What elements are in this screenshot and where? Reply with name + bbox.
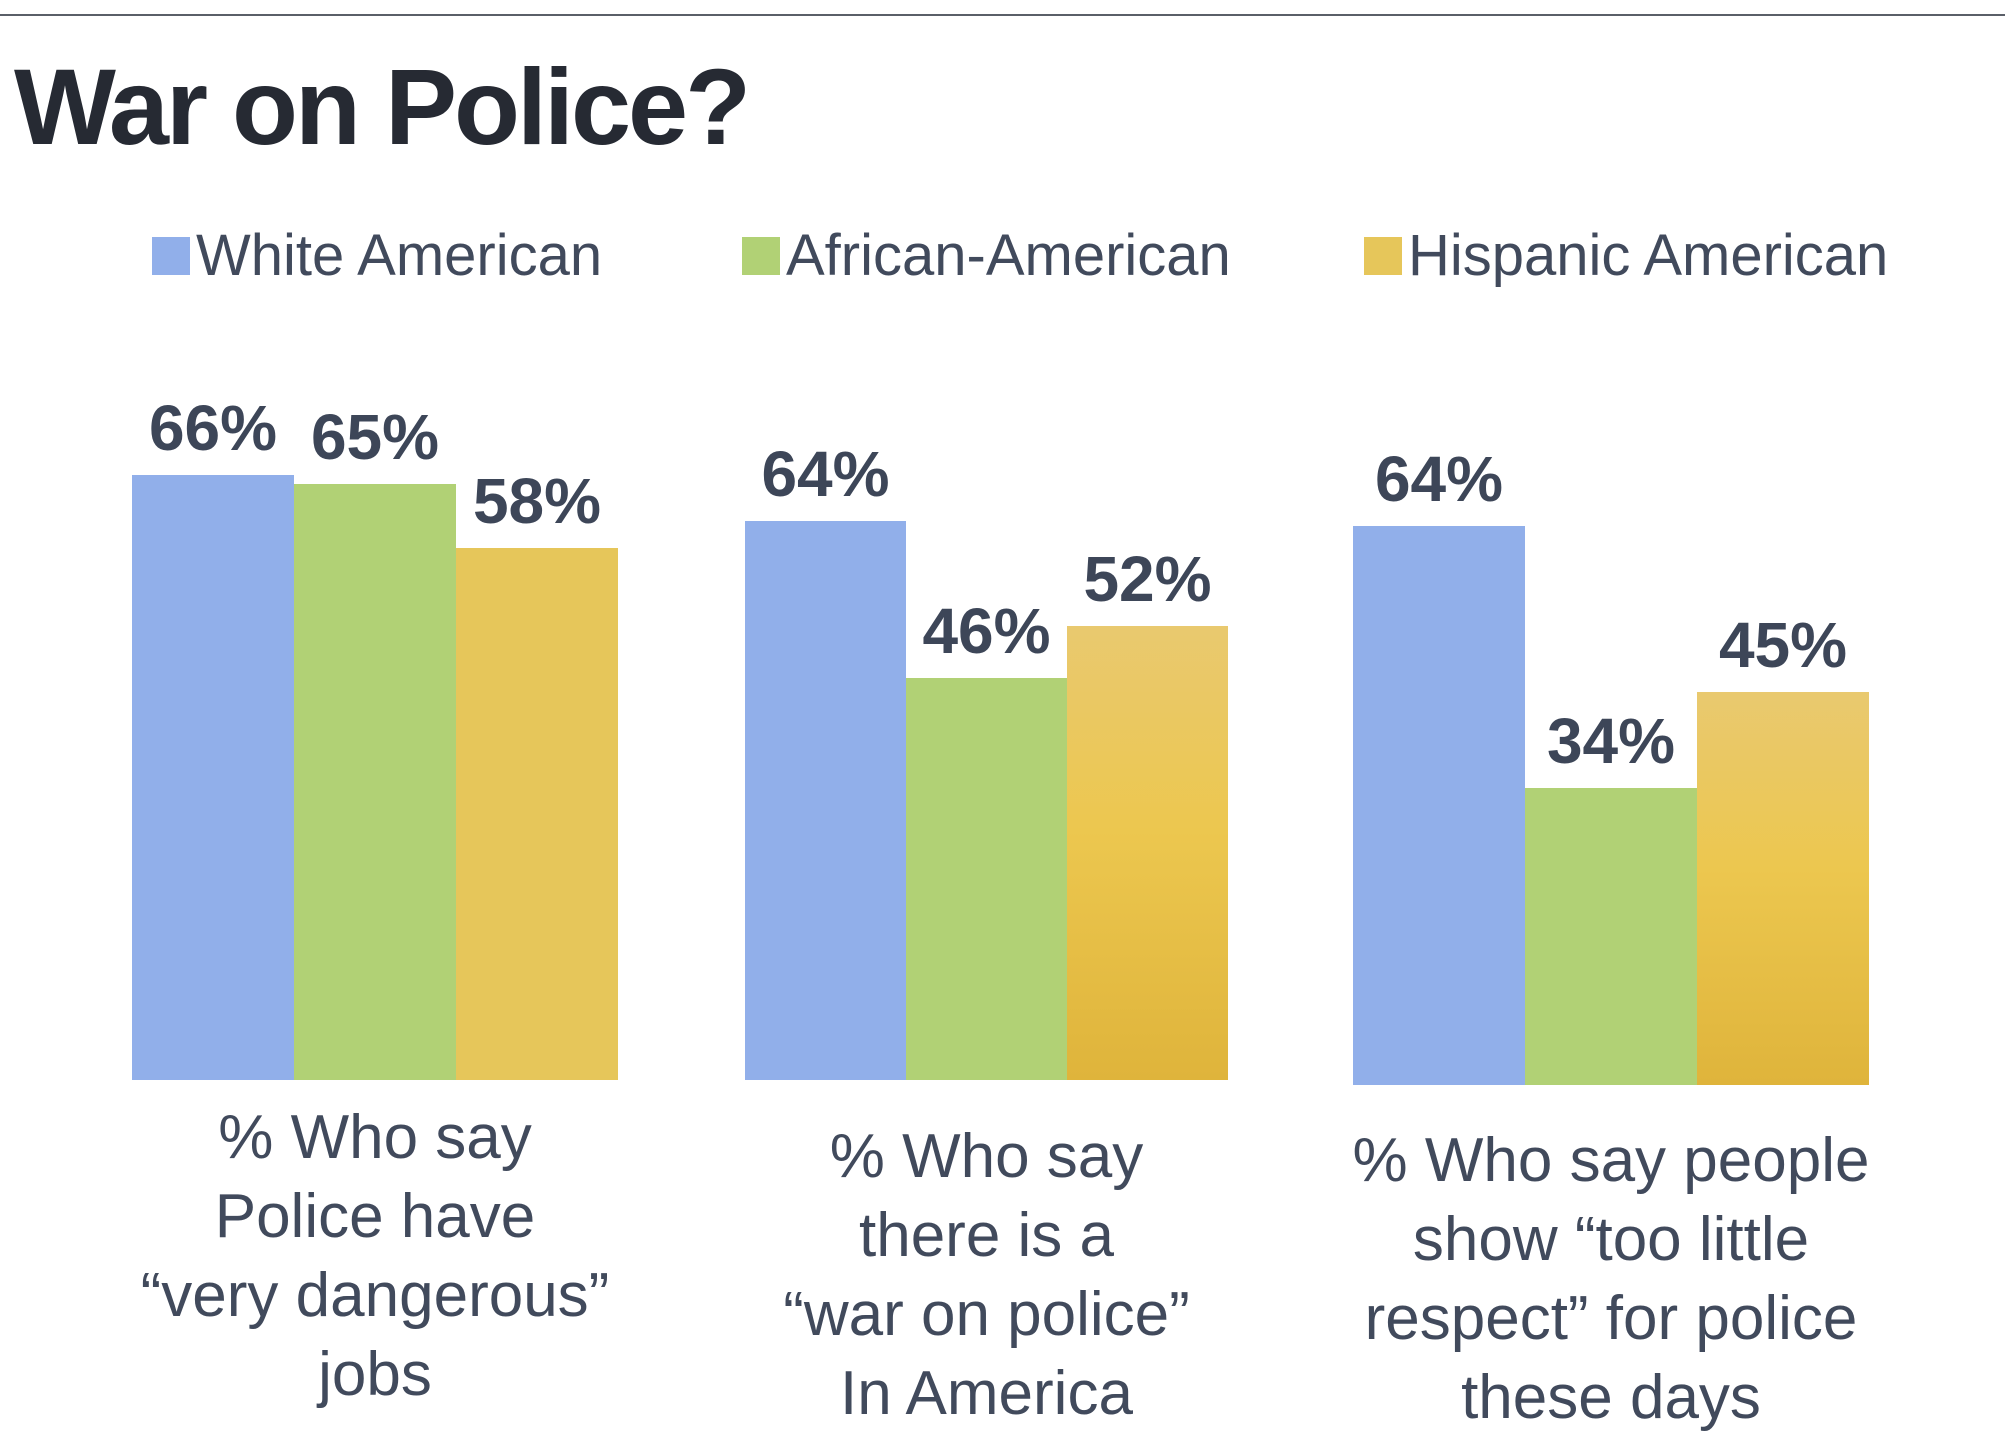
category-label: % Who say people show “too little respect”…	[1311, 1121, 1911, 1437]
legend-swatch	[1364, 236, 1402, 275]
data-label: 34%	[1546, 705, 1676, 778]
legend-item: White American	[152, 222, 602, 289]
legend-label: White American	[196, 223, 603, 288]
category-label-line: jobs	[318, 1340, 432, 1409]
legend-item: African-American	[742, 222, 1231, 289]
category-label-line: “very dangerous”	[140, 1261, 610, 1330]
bar	[132, 474, 294, 1080]
legend-swatch	[742, 236, 780, 275]
legend-label: Hispanic American	[1408, 223, 1889, 288]
bar	[1067, 626, 1228, 1080]
bar	[1697, 692, 1869, 1085]
category-label-line: Police have	[214, 1182, 536, 1251]
category-label: % Who say Police have “very dangerous” jobs	[75, 1098, 675, 1414]
category-label-line: % Who say	[218, 1103, 532, 1172]
category-label-line: % Who say	[829, 1122, 1144, 1191]
legend-item: Hispanic American	[1364, 222, 1888, 289]
data-label: 52%	[1083, 543, 1212, 616]
bar	[1525, 788, 1697, 1085]
data-label: 64%	[1374, 443, 1504, 516]
data-label: 58%	[472, 465, 602, 538]
category-label-line: In America	[840, 1359, 1133, 1428]
data-label: 65%	[310, 400, 440, 473]
data-label: 66%	[148, 391, 278, 464]
bar	[294, 483, 456, 1080]
data-label: 46%	[922, 595, 1051, 668]
legend-swatch	[152, 236, 190, 275]
data-label: 64%	[761, 438, 890, 511]
bar	[456, 548, 618, 1080]
category-label-line: % Who say people	[1352, 1126, 1870, 1195]
category-label-line: there is a	[858, 1201, 1115, 1270]
bar	[745, 521, 906, 1080]
bar	[906, 678, 1067, 1080]
category-label-line: “war on police”	[783, 1280, 1190, 1349]
chart-title: War on Police?	[14, 46, 751, 167]
data-label: 45%	[1718, 609, 1848, 682]
legend-label: African-American	[786, 223, 1231, 288]
top-divider	[0, 14, 2005, 16]
category-label: % Who say there is a “war on police” In Ame…	[687, 1117, 1287, 1433]
category-label-line: show “too little	[1412, 1205, 1810, 1274]
category-label-line: respect” for police	[1364, 1284, 1858, 1353]
category-label-line: these days	[1461, 1363, 1761, 1432]
bar	[1353, 526, 1525, 1085]
